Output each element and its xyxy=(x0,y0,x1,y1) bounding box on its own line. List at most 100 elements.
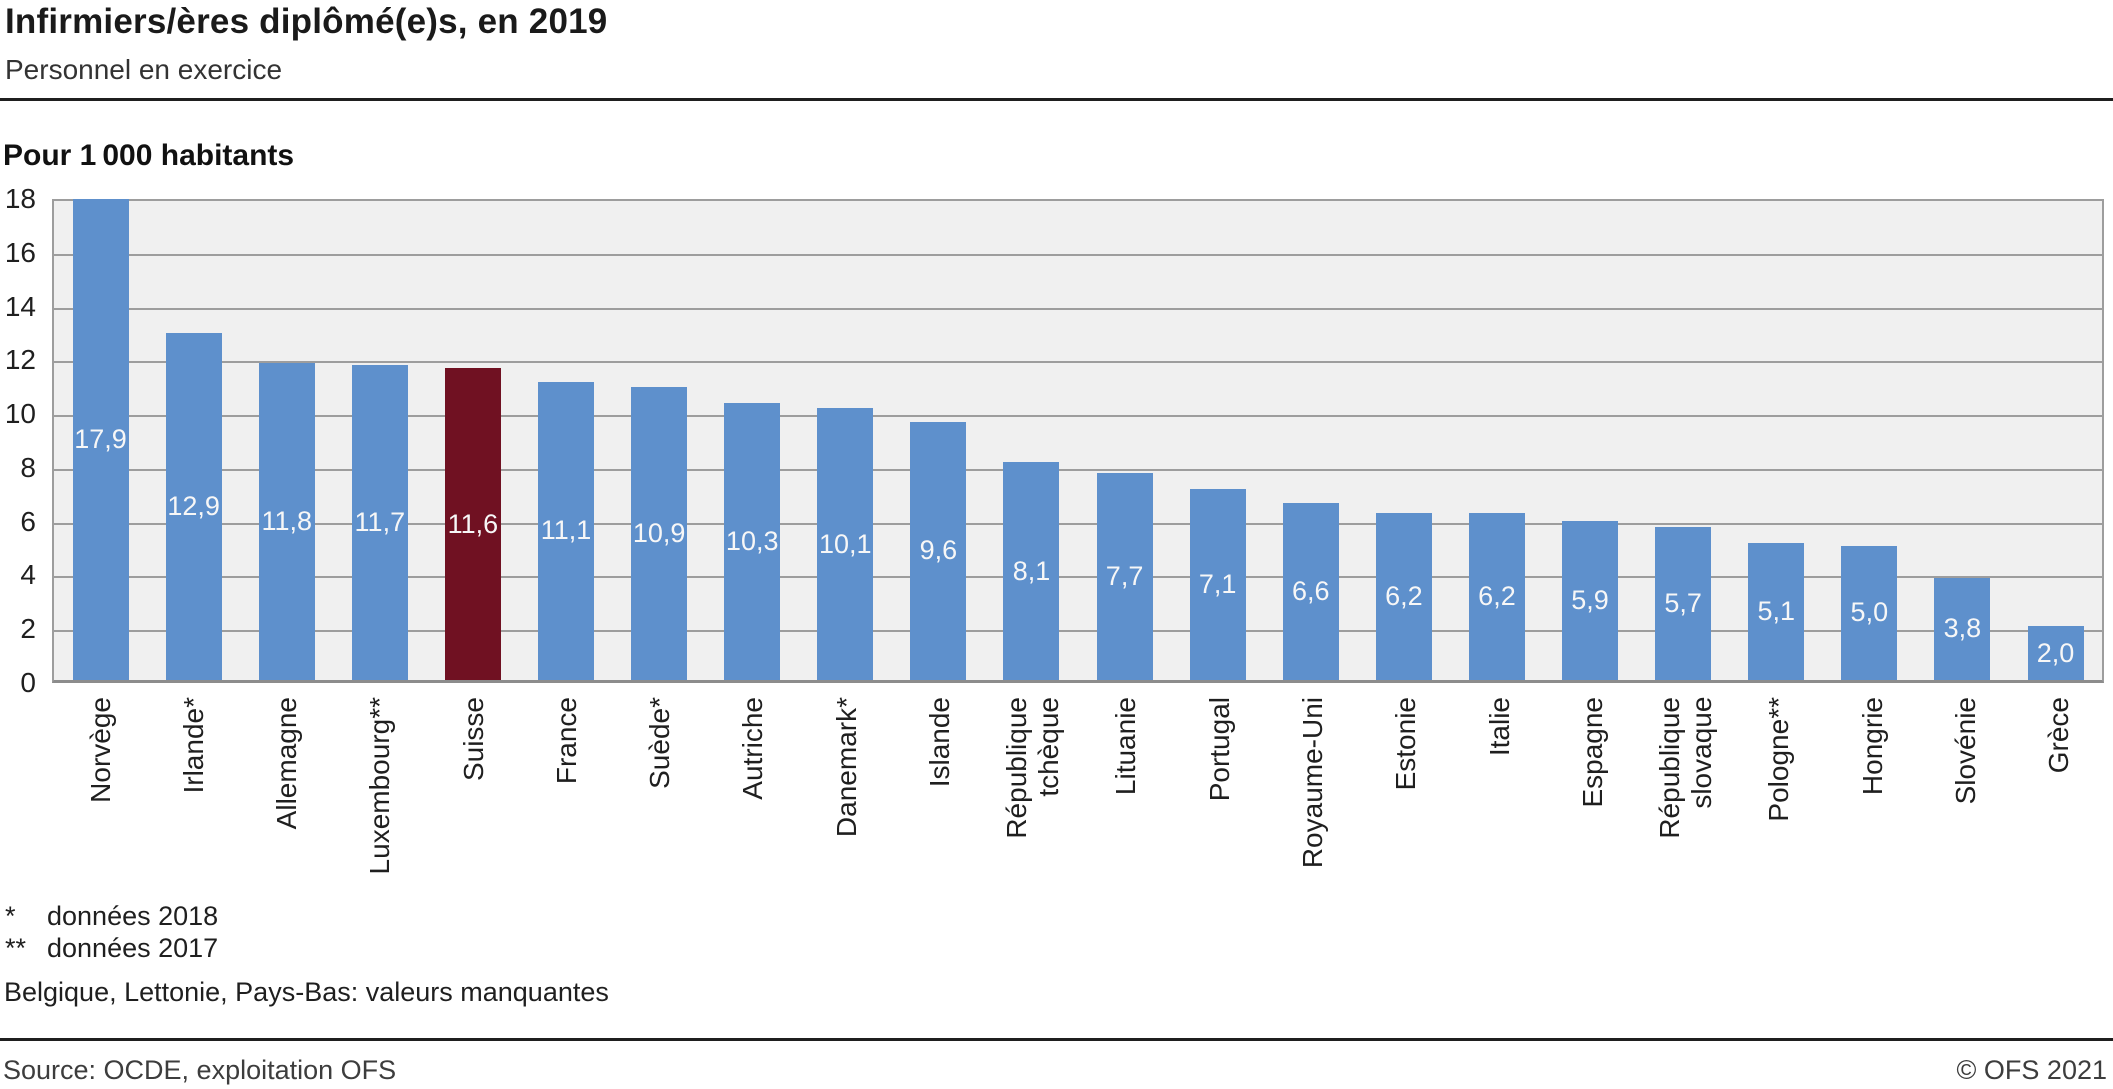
y-tick-label: 18 xyxy=(4,183,36,214)
bar-value-label: 6,2 xyxy=(1478,581,1516,612)
bar: 7,7 xyxy=(1096,472,1153,680)
x-axis-category-label: Luxembourg** xyxy=(364,697,396,875)
x-axis-category-label: Lituanie xyxy=(1110,697,1142,796)
bar-value-label: 2,0 xyxy=(2036,637,2075,668)
x-axis-category-label: République slovaque xyxy=(1653,697,1718,839)
bar: 5,0 xyxy=(1841,545,1898,680)
bar-slot: 9,6 xyxy=(892,201,985,680)
bar-value-label: 11,6 xyxy=(447,508,499,539)
x-label-cell: Estonie xyxy=(1360,697,1453,927)
x-axis-category-label: Danemark* xyxy=(830,697,862,838)
x-label-cell: France xyxy=(520,697,613,927)
x-axis-category-label: Irlande* xyxy=(177,697,209,794)
y-axis-unit-label: Pour 1 000 habitants xyxy=(3,139,295,172)
bar-slot: 17,9 xyxy=(54,198,147,680)
x-label-cell: Portugal xyxy=(1173,697,1266,927)
x-label-cell: Espagne xyxy=(1546,697,1639,927)
y-tick-label: 8 xyxy=(20,451,36,483)
x-label-cell: Allemagne xyxy=(241,697,334,927)
gridline xyxy=(54,522,2102,525)
bar-value-label: 6,2 xyxy=(1385,581,1423,612)
x-axis-category-label: Italie xyxy=(1483,697,1515,757)
bar: 5,7 xyxy=(1655,526,1712,680)
bar-slot: 2,0 xyxy=(2009,201,2102,680)
y-tick-label: 0 xyxy=(20,667,36,698)
footnote-2: ** données 2017 xyxy=(5,933,218,964)
bar-slot: 7,7 xyxy=(1078,201,1171,680)
plot-area: 17,9 12,9 11,8 11,7 11,6 11,1 10,9 10,3 10,1 9,6 8… xyxy=(52,198,2104,683)
x-axis-category-label: Allemagne xyxy=(271,697,303,830)
x-axis-category-label: Suède* xyxy=(644,697,676,789)
bar-slot: 5,1 xyxy=(1730,201,1823,680)
bar-value-label: 5,9 xyxy=(1571,585,1609,616)
x-axis-category-label: France xyxy=(550,697,582,785)
bar-value-label: 5,1 xyxy=(1757,595,1795,626)
bar-slot: 6,2 xyxy=(1450,201,1543,680)
gridline xyxy=(54,253,2102,256)
bar: 6,6 xyxy=(1282,502,1339,680)
bar: 11,7 xyxy=(351,365,408,680)
bar-slot: 12,9 xyxy=(147,201,240,680)
page-title: Infirmiers/ères diplômé(e)s, en 2019 xyxy=(5,2,608,41)
footnote-1-text: données 2018 xyxy=(47,901,219,931)
bar: 12,9 xyxy=(165,333,222,680)
x-axis-category-label: République tchèque xyxy=(1001,697,1065,839)
x-label-cell: République slovaque xyxy=(1640,697,1733,927)
footnote-1-marker: * xyxy=(5,901,16,931)
bar: 10,3 xyxy=(724,403,781,680)
y-tick-label: 16 xyxy=(4,236,36,268)
bar-value-label: 7,1 xyxy=(1198,569,1237,600)
x-label-cell: Irlande* xyxy=(147,697,240,927)
bar: 7,1 xyxy=(1189,489,1246,680)
bar: 6,2 xyxy=(1375,513,1432,680)
footnote-2-text: données 2017 xyxy=(47,933,219,963)
x-axis-category-label: Autriche xyxy=(737,697,769,800)
bar: 5,1 xyxy=(1748,542,1805,680)
bar-highlight-suisse: 11,6 xyxy=(444,368,501,680)
y-tick-label: 10 xyxy=(4,398,36,430)
bar: 8,1 xyxy=(1003,462,1060,680)
gridline xyxy=(54,307,2102,310)
footnote-1: * données 2018 xyxy=(5,901,218,932)
bar-series: 17,9 12,9 11,8 11,7 11,6 11,1 10,9 10,3 10,1 9,6 8… xyxy=(54,198,2102,680)
x-axis-labels: Norvège Irlande* Allemagne Luxembourg** Suis… xyxy=(54,697,2106,927)
footer-divider xyxy=(0,1038,2113,1041)
x-label-cell: Islande xyxy=(893,697,986,927)
bar-value-label: 11,1 xyxy=(540,515,592,546)
bar-slot: 10,1 xyxy=(799,201,892,680)
page-subtitle: Personnel en exercice xyxy=(5,54,283,85)
x-axis-category-label: Portugal xyxy=(1203,697,1235,802)
bar-value-label: 17,9 xyxy=(74,423,127,454)
bar-value-label: 8,1 xyxy=(1012,555,1051,586)
bar-value-label: 9,6 xyxy=(919,535,958,566)
bar-slot: 10,3 xyxy=(706,201,799,680)
bar: 11,1 xyxy=(538,381,595,680)
bar: 5,9 xyxy=(1562,521,1619,680)
x-axis-category-label: Norvège xyxy=(84,697,116,803)
bar-slot: 7,1 xyxy=(1171,201,1264,680)
bar-slot: 8,1 xyxy=(985,201,1078,680)
bar-value-label: 5,7 xyxy=(1664,587,1702,618)
x-axis-category-label: Islande xyxy=(923,697,955,788)
bar-slot: 5,9 xyxy=(1544,201,1637,680)
y-tick-label: 14 xyxy=(4,290,36,322)
bar-value-label: 11,8 xyxy=(261,505,312,536)
bar: 6,2 xyxy=(1468,513,1525,680)
source-note: Source: OCDE, exploitation OFS xyxy=(3,1055,397,1085)
x-label-cell: Suède* xyxy=(614,697,707,927)
x-label-cell: Luxembourg** xyxy=(334,697,427,927)
x-axis-category-label: Royaume-Uni xyxy=(1296,697,1328,869)
bar-value-label: 12,9 xyxy=(167,491,220,522)
bar-value-label: 11,7 xyxy=(354,507,406,538)
x-axis-category-label: Pologne** xyxy=(1763,697,1795,822)
x-label-cell: Slovénie xyxy=(1919,697,2012,927)
bar-slot: 6,2 xyxy=(1357,201,1450,680)
x-label-cell: Lituanie xyxy=(1080,697,1173,927)
bar-slot: 10,9 xyxy=(613,201,706,680)
x-label-cell: Royaume-Uni xyxy=(1266,697,1359,927)
x-label-cell: Hongrie xyxy=(1826,697,1919,927)
bar: 2,0 xyxy=(2027,626,2084,680)
x-label-cell: Italie xyxy=(1453,697,1546,927)
x-label-cell: Pologne** xyxy=(1733,697,1826,927)
x-label-cell: Suisse xyxy=(427,697,520,927)
